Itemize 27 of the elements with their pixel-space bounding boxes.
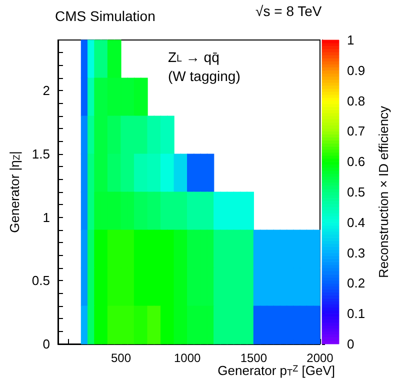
y-axis-title: Generator |ηZ| [7, 151, 22, 233]
text: √s = 8 TeV [256, 3, 322, 19]
color-bar-label: 0.3 [347, 245, 366, 260]
color-bar-label: 1 [347, 32, 354, 48]
y-tick-label: 0.5 [32, 273, 50, 288]
color-bar-label: 0.9 [347, 62, 366, 78]
color-bar-label: 0.6 [347, 154, 366, 170]
color-bar-label: 0.7 [347, 124, 366, 139]
annotation: ZL → qq̄ [168, 49, 220, 65]
color-bar-title: Reconstruction × ID efficiency [376, 105, 391, 278]
x-axis-title: Generator pTZ [GeV] [218, 363, 336, 378]
annotation: (W tagging) [168, 68, 240, 84]
x-tick-label: 500 [110, 351, 132, 365]
y-tick-label: 0 [42, 336, 50, 352]
color-bar-label: 0 [347, 336, 354, 352]
y-tick-label: 1.5 [32, 146, 50, 162]
chart-title: CMS Simulation [55, 8, 156, 24]
y-tick-label: 1 [42, 210, 50, 225]
x-tick-label: 2000 [306, 351, 334, 365]
color-bar-label: 0.4 [347, 214, 366, 230]
color-bar-label: 0.1 [347, 306, 366, 322]
color-bar-label: 0.5 [347, 184, 366, 200]
color-bar-label: 0.2 [347, 276, 366, 291]
color-bar-label: 0.8 [347, 93, 366, 108]
y-tick-label: 2 [42, 83, 50, 98]
x-tick-label: 1500 [240, 351, 268, 365]
x-tick-label: 1000 [174, 351, 201, 365]
